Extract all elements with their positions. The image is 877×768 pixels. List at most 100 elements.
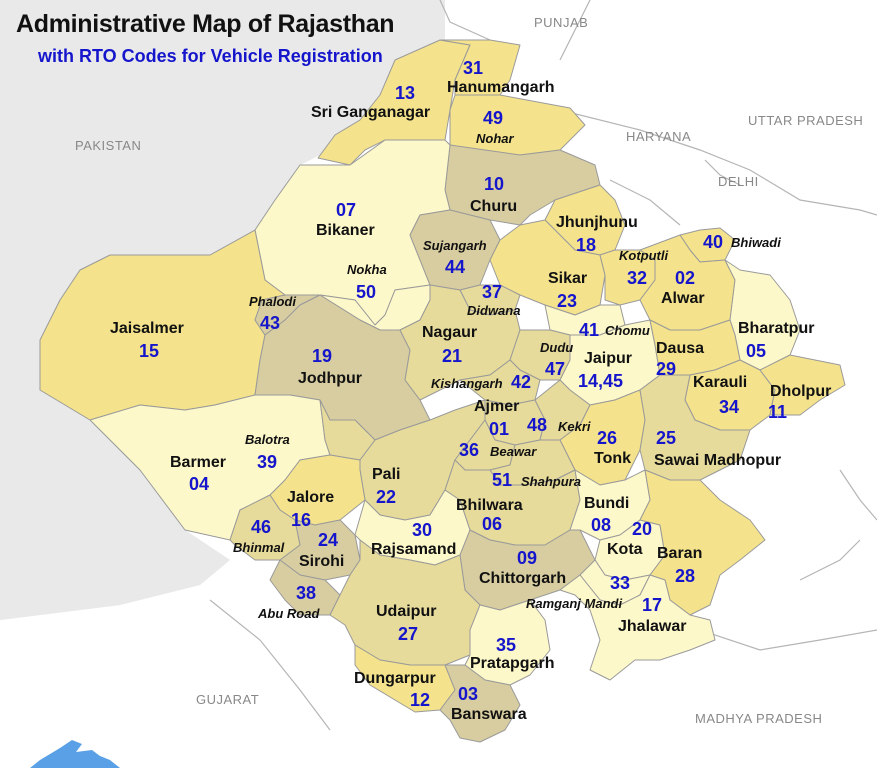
district-name: Abu Road	[258, 606, 320, 621]
district-name: Jodhpur	[298, 370, 362, 387]
district-name: Kotputli	[619, 248, 669, 263]
district-name: Bharatpur	[738, 320, 815, 337]
district-name: Dausa	[656, 340, 705, 357]
district-name: Alwar	[661, 290, 705, 307]
district-code: 38	[296, 583, 317, 603]
district-name: Bhiwadi	[731, 235, 781, 250]
district-code: 16	[291, 510, 312, 530]
district-name: Jaisalmer	[110, 320, 184, 337]
pakistan-area	[0, 0, 445, 620]
region-dholpur	[759, 354, 846, 416]
district-code: 03	[458, 684, 479, 704]
district-code: 23	[557, 291, 578, 311]
district-name: Jhalawar	[618, 618, 687, 635]
district-code: 19	[312, 346, 333, 366]
district-name: Nagaur	[422, 324, 478, 341]
neighbor-label-punjab: PUNJAB	[534, 15, 589, 30]
district-code: 13	[395, 83, 416, 103]
district-name: Karauli	[693, 374, 748, 391]
district-code: 43	[260, 313, 281, 333]
district-code: 06	[482, 514, 503, 534]
district-code: 47	[545, 359, 566, 379]
neighbor-label-delhi: DELHI	[718, 174, 759, 189]
district-code: 26	[597, 428, 618, 448]
district-code: 33	[610, 573, 631, 593]
district-name: Jhunjhunu	[556, 214, 638, 231]
map-subtitle: with RTO Codes for Vehicle Registration	[38, 46, 383, 66]
district-name: Kekri	[558, 419, 591, 434]
district-code: 31	[463, 58, 484, 78]
district-code: 37	[482, 282, 503, 302]
district-code: 51	[492, 470, 513, 490]
region-jhalawar	[559, 574, 716, 681]
district-name: Jaipur	[584, 350, 633, 367]
district-name: Sawai Madhopur	[654, 452, 782, 469]
district-name: Phalodi	[249, 294, 296, 309]
district-code: 29	[656, 359, 677, 379]
district-code: 04	[189, 474, 210, 494]
district-code: 11	[768, 402, 788, 422]
district-code: 48	[527, 415, 548, 435]
region-sujangarh	[409, 209, 501, 291]
district-code: 39	[257, 452, 278, 472]
district-code: 07	[336, 200, 357, 220]
district-code: 30	[412, 520, 433, 540]
district-name: Jalore	[287, 489, 335, 506]
water-body	[30, 740, 120, 768]
district-name: Pali	[372, 466, 401, 483]
district-name: Baran	[657, 545, 703, 562]
district-code: 34	[719, 397, 740, 417]
district-name: Pratapgarh	[470, 655, 555, 672]
district-code: 41	[579, 320, 600, 340]
district-code: 20	[632, 519, 653, 539]
district-name: Dungarpur	[354, 670, 436, 687]
district-code: 42	[511, 372, 532, 392]
district-code: 40	[703, 232, 724, 252]
region-banswara	[439, 664, 521, 743]
district-code: 36	[459, 440, 480, 460]
district-code: 09	[517, 548, 538, 568]
district-name: Beawar	[490, 444, 537, 459]
district-name: Chomu	[605, 323, 650, 338]
district-name: Churu	[470, 198, 518, 215]
district-code: 28	[675, 566, 696, 586]
district-code: 24	[318, 530, 339, 550]
region-pratapgarh	[464, 599, 551, 686]
district-name: Dholpur	[770, 383, 832, 400]
region-baran	[639, 469, 766, 616]
district-code: 32	[627, 268, 648, 288]
district-name: Kota	[607, 541, 643, 558]
neighbor-label-madhya-pradesh: MADHYA PRADESH	[695, 711, 823, 726]
district-name: Rajsamand	[371, 541, 457, 558]
district-name: Didwana	[467, 303, 521, 318]
district-code: 25	[656, 428, 677, 448]
district-name: Chittorgarh	[479, 570, 567, 587]
neighbor-label-haryana: HARYANA	[626, 129, 692, 144]
district-name: Sirohi	[299, 553, 345, 570]
district-code: 21	[442, 346, 463, 366]
district-name: Dudu	[540, 340, 574, 355]
district-name: Ramganj Mandi	[526, 596, 623, 611]
district-code: 18	[576, 235, 597, 255]
district-name: Sujangarh	[423, 238, 487, 253]
district-code: 05	[746, 341, 767, 361]
district-name: Bundi	[584, 495, 630, 512]
district-name: Hanumangarh	[447, 79, 555, 96]
district-code: 35	[496, 635, 517, 655]
district-code: 44	[445, 257, 466, 277]
district-name: Banswara	[451, 706, 527, 723]
neighbor-label-gujarat: GUJARAT	[196, 692, 260, 707]
district-name: Bikaner	[316, 222, 375, 239]
district-name: Balotra	[245, 432, 290, 447]
region-sawai-madhopur	[639, 374, 751, 481]
district-name: Nokha	[347, 262, 387, 277]
district-code: 17	[642, 595, 663, 615]
district-code: 46	[251, 517, 272, 537]
state-boundary-lines	[209, 0, 877, 731]
region-nagaur	[399, 284, 521, 401]
district-name: Sri Ganganagar	[311, 104, 431, 121]
district-code: 12	[410, 690, 431, 710]
district-name: Udaipur	[376, 603, 437, 620]
neighbor-label-pakistan: PAKISTAN	[75, 138, 142, 153]
